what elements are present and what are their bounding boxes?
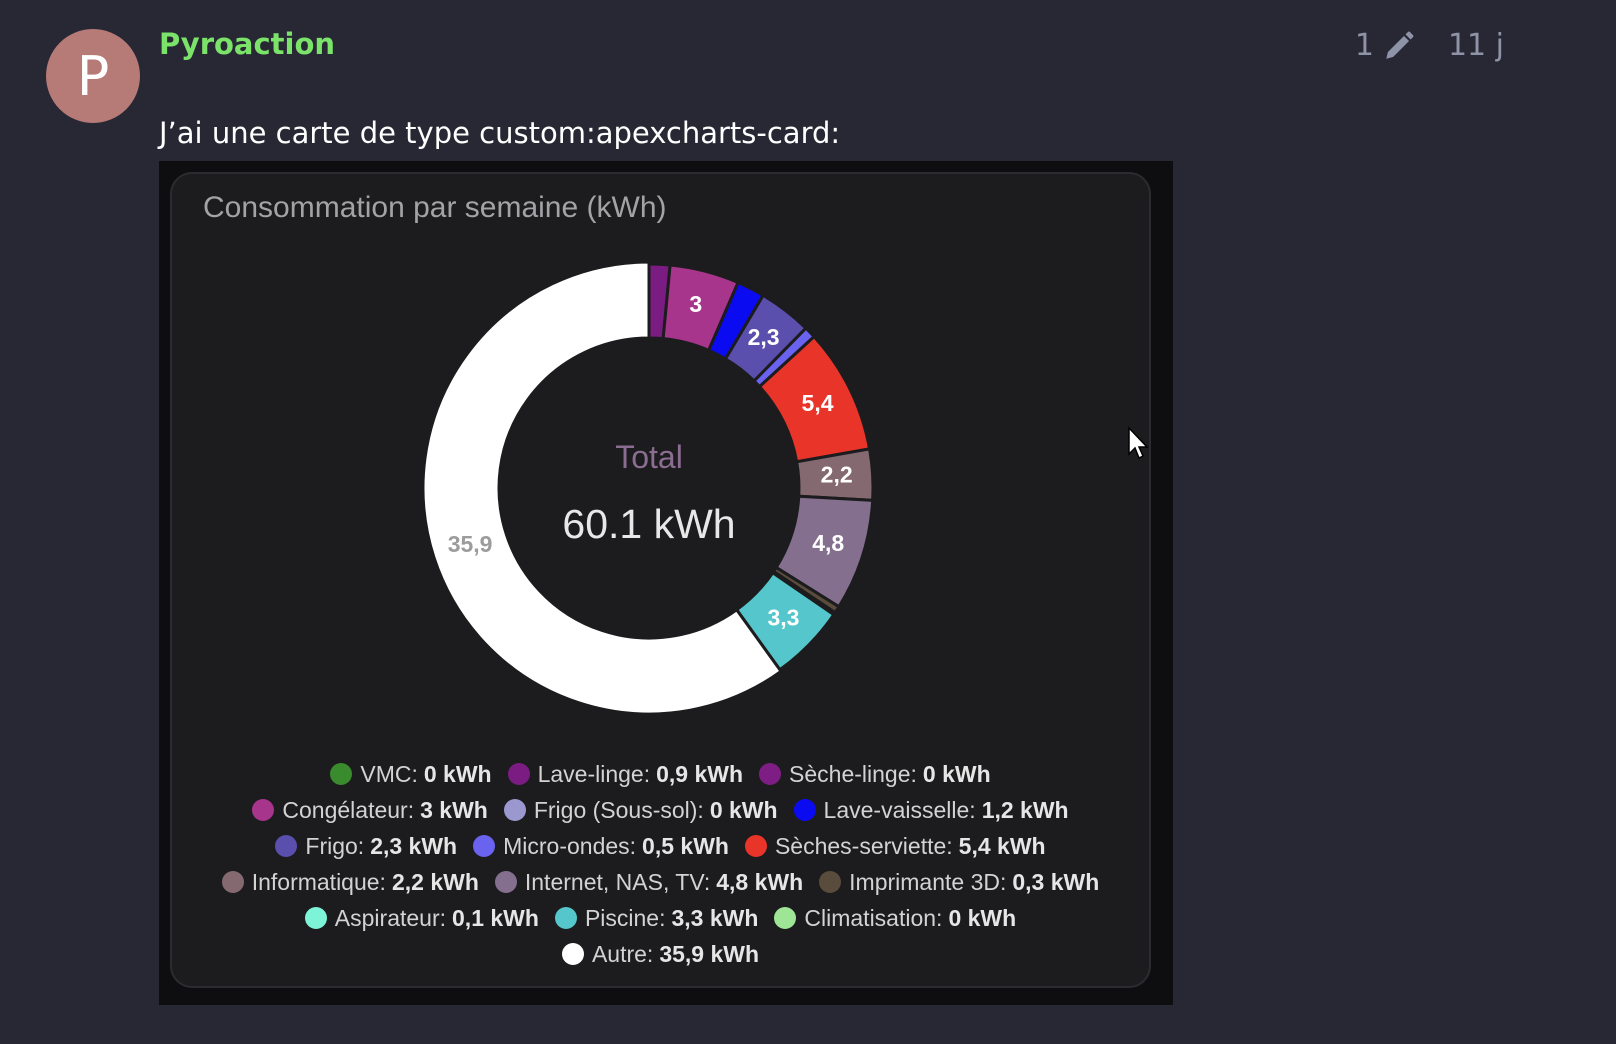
legend-value: 0 kWh (948, 904, 1017, 931)
legend-marker (793, 799, 816, 821)
legend-row: Frigo: 2,3 kWh Micro-ondes: 0,5 kWh Sèches-s… (172, 828, 1149, 864)
legend-value: 0,9 kWh (656, 760, 744, 787)
pencil-icon (1386, 31, 1414, 59)
legend-marker (774, 907, 797, 929)
avatar-letter: P (76, 44, 110, 108)
legend-label: Climatisation: (804, 904, 943, 931)
legend-item-piscine[interactable]: Piscine: 3,3 kWh (554, 904, 759, 932)
legend-item-micro-ondes[interactable]: Micro-ondes: 0,5 kWh (473, 833, 729, 860)
legend-label: Autre: (591, 940, 654, 967)
legend-marker (561, 943, 584, 965)
legend-marker (494, 871, 517, 893)
legend-item-internet-nas-tv[interactable]: Internet, NAS, TV: 4,8 kWh (494, 868, 804, 896)
center-total-value: 60.1 kWh (562, 501, 735, 547)
chart-title: Consommation par semaine (kWh) (203, 191, 667, 224)
legend-row: Informatique: 2,2 kWh Internet, NAS, TV: 4,… (172, 864, 1149, 900)
donut-chart: 3 2,3 5,4 2,2 4,8 3,3 35,9 Total 60.1 kWh (421, 260, 875, 716)
legend-item-congelateur[interactable]: Congélateur: 3 kWh (252, 796, 488, 824)
legend-label: Internet, NAS, TV: (524, 868, 711, 895)
legend-value: 0,3 kWh (1012, 868, 1100, 895)
chart-legend: VMC: 0 kWh Lave-linge: 0,9 kWh Sèche-linge: 0… (172, 756, 1149, 972)
slice-label-congelateur: 3 (689, 291, 702, 317)
slice-label-autre: 35,9 (448, 531, 493, 557)
legend-label: Sèche-linge: (789, 760, 917, 787)
legend-marker (275, 835, 298, 857)
legend-value: 5,4 kWh (958, 832, 1046, 859)
edit-history-button[interactable]: 1 (1355, 28, 1416, 63)
center-total-label: Total (615, 439, 683, 475)
legend-item-seche-linge[interactable]: Sèche-linge: 0 kWh (759, 761, 991, 788)
avatar[interactable]: P (46, 29, 140, 123)
legend-item-frigo-sous-sol[interactable]: Frigo (Sous-sol): 0 kWh (503, 796, 778, 824)
edit-count: 1 (1354, 28, 1374, 63)
legend-item-frigo[interactable]: Frigo: 2,3 kWh (275, 833, 457, 860)
legend-marker (221, 871, 244, 893)
legend-item-seches-serviette[interactable]: Sèches-serviette: 5,4 kWh (744, 832, 1046, 860)
legend-label: Informatique: (251, 868, 386, 895)
legend-label: Aspirateur: (334, 904, 447, 931)
legend-value: 4,8 kWh (716, 868, 804, 895)
legend-value: 2,2 kWh (391, 868, 479, 895)
legend-label: Micro-ondes: (503, 832, 637, 859)
slice-labels: 3 2,3 5,4 2,2 4,8 3,3 35,9 (448, 291, 853, 630)
legend-row: Congélateur: 3 kWh Frigo (Sous-sol): 0 kWh L… (172, 792, 1149, 828)
legend-label: Lave-linge: (537, 760, 651, 787)
legend-label: Sèches-serviette: (774, 832, 953, 859)
apexcharts-card: Consommation par semaine (kWh) 3 2,3 5,4 2,… (170, 172, 1151, 988)
legend-item-informatique[interactable]: Informatique: 2,2 kWh (221, 868, 479, 896)
legend-marker (554, 907, 577, 929)
legend-value: 0 kWh (423, 760, 492, 787)
legend-marker (252, 799, 275, 821)
legend-value: 35,9 kWh (659, 940, 760, 967)
legend-item-lave-linge[interactable]: Lave-linge: 0,9 kWh (507, 760, 744, 788)
slice-label-informatique: 2,2 (821, 462, 853, 488)
post-meta: 1 11 j (1355, 28, 1504, 63)
legend-label: Congélateur: (282, 796, 415, 823)
post-body-text: J’ai une carte de type custom:apexcharts… (159, 116, 841, 150)
slice-label-internet-nas-tv: 4,8 (812, 530, 844, 556)
legend-value: 3 kWh (420, 796, 488, 823)
legend-item-vmc[interactable]: VMC: 0 kWh (330, 760, 492, 788)
legend-marker (819, 871, 842, 893)
legend-label: Frigo (Sous-sol): (533, 796, 704, 823)
legend-item-lave-vaisselle[interactable]: Lave-vaisselle: 1,2 kWh (793, 796, 1069, 824)
legend-label: VMC: (360, 760, 418, 787)
legend-item-climatisation[interactable]: Climatisation: 0 kWh (774, 905, 1016, 932)
legend-value: 2,3 kWh (370, 832, 458, 859)
legend-value: 0,1 kWh (452, 904, 539, 931)
post-age[interactable]: 11 j (1447, 28, 1504, 63)
legend-value: 3,3 kWh (671, 904, 759, 931)
legend-value: 0 kWh (922, 760, 991, 787)
legend-marker (503, 799, 526, 821)
legend-label: Imprimante 3D: (849, 868, 1007, 895)
legend-row: Autre: 35,9 kWh (172, 936, 1149, 972)
legend-item-imprimante-3d[interactable]: Imprimante 3D: 0,3 kWh (819, 869, 1099, 896)
mouse-pointer-icon (1128, 426, 1149, 460)
legend-marker (744, 835, 767, 857)
legend-value: 0 kWh (709, 796, 778, 823)
slice-label-frigo: 2,3 (748, 324, 780, 350)
legend-item-autre[interactable]: Autre: 35,9 kWh (561, 940, 760, 968)
legend-label: Piscine: (584, 904, 666, 931)
legend-marker (473, 835, 496, 857)
legend-marker (507, 763, 530, 785)
slice-label-piscine: 3,3 (768, 604, 800, 630)
slice-label-seches-serviette: 5,4 (802, 390, 834, 416)
legend-row: Aspirateur: 0,1 kWh Piscine: 3,3 kWh Climati… (172, 900, 1149, 936)
legend-label: Lave-vaisselle: (823, 796, 976, 823)
donut-slices (421, 260, 875, 716)
legend-marker (759, 763, 782, 785)
legend-marker (304, 907, 327, 929)
legend-row: VMC: 0 kWh Lave-linge: 0,9 kWh Sèche-linge: 0… (172, 756, 1149, 792)
legend-value: 1,2 kWh (981, 796, 1069, 823)
embedded-screenshot[interactable]: Consommation par semaine (kWh) 3 2,3 5,4 2,… (159, 161, 1173, 1005)
slice-autre[interactable] (421, 260, 784, 716)
legend-marker (330, 763, 353, 785)
legend-label: Frigo: (305, 832, 365, 859)
username-link[interactable]: Pyroaction (159, 27, 336, 61)
legend-item-aspirateur[interactable]: Aspirateur: 0,1 kWh (304, 904, 539, 932)
legend-value: 0,5 kWh (642, 832, 729, 859)
